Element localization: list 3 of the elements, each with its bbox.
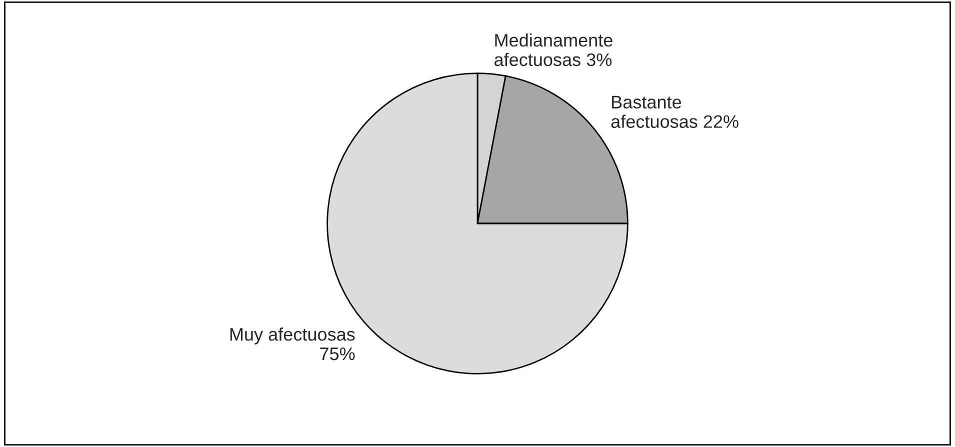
- slice-label: Bastante afectuosas 22%: [611, 96, 738, 128]
- slice-label: Medianamente afectuosas 3%: [494, 33, 612, 66]
- slice-label: Muy afectuosas 75%: [230, 328, 355, 360]
